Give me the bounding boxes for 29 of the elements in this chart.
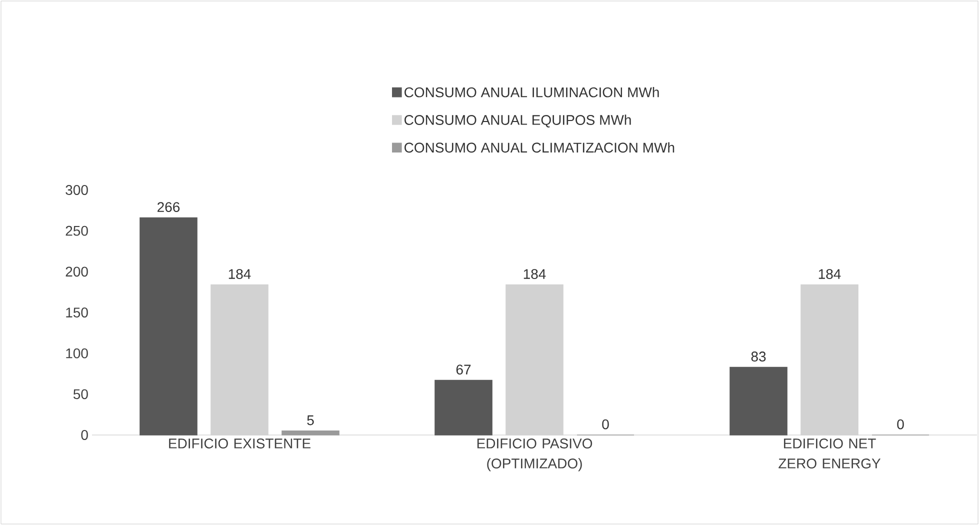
bar (730, 366, 788, 436)
x-tick-label: EDIFICIO PASIVO (OPTIMIZADO) (477, 438, 592, 472)
bar (800, 284, 858, 436)
data-label: 184 (228, 269, 251, 280)
y-tick-label: 300 (66, 185, 88, 195)
bar (506, 284, 564, 436)
legend-label: CONSUMO ANUAL EQUIPOS MWh (404, 114, 631, 128)
data-label: 0 (897, 419, 904, 430)
data-label: 83 (751, 352, 766, 362)
y-tick-label: 50 (73, 389, 88, 400)
bar (434, 380, 492, 436)
data-label: 67 (456, 364, 471, 375)
data-label: 5 (307, 415, 314, 426)
bar (282, 430, 340, 436)
data-label: 266 (158, 202, 180, 212)
x-tick-label: EDIFICIO NET ZERO ENERGY (778, 438, 881, 468)
y-tick-label: 250 (66, 226, 88, 236)
y-tick-label: 200 (66, 266, 88, 277)
y-tick-label: 150 (66, 308, 88, 318)
data-label: 184 (818, 269, 841, 280)
y-tick-label: 100 (66, 348, 88, 358)
bar (210, 284, 268, 436)
x-tick-label: EDIFICIO EXISTENTE (169, 438, 310, 448)
legend-label: CONSUMO ANUAL ILUMINACION MWh (404, 87, 659, 98)
data-label: 184 (524, 269, 546, 280)
y-tick-label: 0 (81, 430, 88, 440)
legend-label: CONSUMO ANUAL CLIMATIZACION MWh (404, 142, 674, 153)
data-label: 0 (602, 419, 609, 430)
bar (140, 217, 198, 436)
